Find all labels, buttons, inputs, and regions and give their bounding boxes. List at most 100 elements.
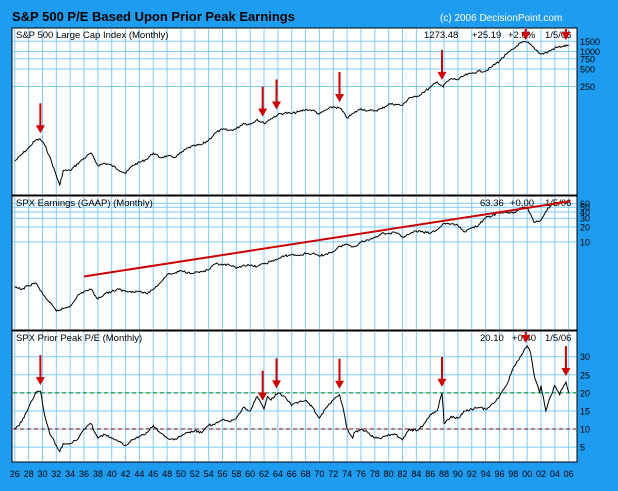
x-tick-label: 40 (107, 469, 117, 479)
x-tick-label: 42 (121, 469, 131, 479)
panel-earnings-readout-last: 63.36 (480, 198, 504, 209)
panel-sp500-readout-change: +25.19 (472, 30, 501, 41)
x-tick-label: 98 (508, 469, 518, 479)
y-tick-label: 1500 (580, 37, 600, 47)
x-tick-label: 92 (467, 469, 477, 479)
x-tick-label: 04 (550, 469, 560, 479)
x-tick-label: 68 (301, 469, 311, 479)
y-tick-label: 20 (580, 222, 590, 232)
panel-pe-series-line (14, 344, 570, 453)
panel-sp500: S&P 500 Large Cap Index (Monthly) 1273.4… (11, 27, 600, 196)
x-tick-label: 96 (494, 469, 504, 479)
peak-marker-arrow (437, 49, 447, 80)
x-tick-label: 62 (259, 469, 269, 479)
x-tick-label: 30 (37, 469, 47, 479)
panel-pe-plot-area (11, 330, 578, 463)
peak-marker-arrow (521, 332, 531, 343)
x-tick-label: 38 (93, 469, 103, 479)
x-tick-label: 28 (24, 469, 34, 479)
panel-sp500-series-line (14, 41, 569, 186)
x-tick-label: 82 (398, 469, 408, 479)
x-tick-label: 74 (342, 469, 352, 479)
x-tick-label: 36 (79, 469, 89, 479)
panel-sp500-readout-date: 1/5/06 (545, 30, 571, 41)
panel-sp500-readout-pct: +2.0% (508, 30, 536, 41)
peak-marker-arrow (271, 358, 281, 389)
x-axis: 26 28 30 32 34 36 38 40 42 44 46 48 50 52 54 56 58 60 62 64… (10, 469, 574, 479)
panel-earnings-series-line (14, 200, 569, 312)
x-tick-label: 48 (162, 469, 172, 479)
peak-marker-arrow (437, 356, 447, 387)
peak-marker-arrow (35, 103, 45, 134)
panel-sp500-readout-last: 1273.48 (424, 30, 458, 41)
peak-marker-arrow (335, 358, 345, 389)
x-tick-label: 70 (314, 469, 324, 479)
x-tick-label: 32 (51, 469, 61, 479)
panel-earnings-readout-change: +0.00 (510, 198, 534, 209)
y-tick-label: 50 (580, 203, 590, 213)
x-tick-label: 52 (190, 469, 200, 479)
y-tick-label: 5 (580, 443, 585, 453)
y-tick-label: 250 (580, 82, 595, 92)
panel-earnings: SPX Earnings (GAAP) (Monthly) 63.36 +0.0… (11, 195, 590, 331)
x-tick-label: 44 (134, 469, 144, 479)
y-tick-label: 60 (580, 199, 590, 209)
x-tick-label: 72 (328, 469, 338, 479)
y-tick-label: 1000 (580, 47, 600, 57)
panel-earnings-grid (13, 197, 576, 329)
y-tick-label: 40 (580, 208, 590, 218)
x-tick-label: 56 (217, 469, 227, 479)
x-tick-label: 84 (411, 469, 421, 479)
panel-pe-readout-last: 20.10 (480, 333, 504, 344)
y-tick-label: 30 (580, 214, 590, 224)
y-tick-label: 10 (580, 425, 590, 435)
x-tick-label: 50 (176, 469, 186, 479)
y-tick-label: 500 (580, 65, 595, 75)
peak-marker-arrow (335, 72, 345, 103)
x-tick-label: 34 (65, 469, 75, 479)
panel-pe: SPX Prior Peak P/E (Monthly) 20.10 +0.40… (11, 330, 590, 463)
peak-marker-arrow (271, 79, 281, 110)
x-tick-label: 46 (148, 469, 158, 479)
x-tick-label: 60 (245, 469, 255, 479)
x-tick-label: 80 (384, 469, 394, 479)
copyright-note: (c) 2006 DecisionPoint.com (440, 13, 562, 24)
x-tick-label: 58 (231, 469, 241, 479)
peak-marker-arrow (258, 370, 268, 401)
y-tick-label: 30 (580, 352, 590, 362)
y-tick-label: 10 (580, 237, 590, 247)
x-tick-label: 26 (10, 469, 20, 479)
x-tick-label: 02 (536, 469, 546, 479)
x-tick-label: 90 (453, 469, 463, 479)
x-tick-label: 00 (522, 469, 532, 479)
x-tick-label: 76 (356, 469, 366, 479)
chart-title: S&P 500 P/E Based Upon Prior Peak Earnin… (12, 9, 295, 24)
x-tick-label: 54 (204, 469, 214, 479)
peak-marker-arrow (561, 346, 571, 377)
panel-pe-readout-date: 1/5/06 (545, 333, 571, 344)
x-tick-label: 06 (564, 469, 574, 479)
x-tick-label: 66 (287, 469, 297, 479)
x-tick-label: 86 (425, 469, 435, 479)
peak-marker-arrow (35, 355, 45, 386)
peak-marker-arrow (258, 86, 268, 117)
y-tick-label: 750 (580, 54, 595, 64)
x-tick-label: 88 (439, 469, 449, 479)
peak-marker-arrow (521, 29, 531, 40)
y-tick-label: 25 (580, 370, 590, 380)
peak-marker-arrow (561, 29, 571, 40)
panel-sp500-grid (13, 29, 576, 194)
x-tick-label: 64 (273, 469, 283, 479)
panel-sp500-readout: 1273.48 +25.19 +2.0% 1/5/06 (424, 30, 571, 41)
earnings-trend-line (83, 200, 571, 278)
panel-sp500-title: S&P 500 Large Cap Index (Monthly) (16, 30, 168, 41)
y-tick-label: 15 (580, 406, 590, 416)
panel-earnings-title: SPX Earnings (GAAP) (Monthly) (16, 198, 153, 209)
panel-sp500-plot-area (11, 27, 578, 196)
y-tick-label: 20 (580, 388, 590, 398)
panel-pe-title: SPX Prior Peak P/E (Monthly) (16, 333, 142, 344)
x-tick-label: 78 (370, 469, 380, 479)
x-tick-label: 94 (481, 469, 491, 479)
